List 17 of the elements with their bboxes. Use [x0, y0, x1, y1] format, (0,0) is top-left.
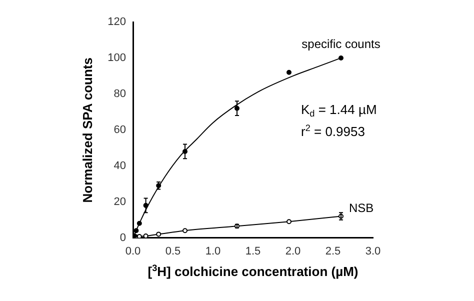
x-tick-label: 2.5	[325, 245, 341, 258]
y-tick-label: 100	[108, 52, 126, 64]
y-axis-title: Normalized SPA counts	[80, 58, 95, 203]
y-tick-label: 60	[114, 124, 126, 136]
x-tick-label: 1.0	[205, 245, 221, 258]
y-tick-label: 0	[120, 232, 126, 244]
series-label: specific counts	[302, 36, 380, 51]
series-label: NSB	[349, 201, 374, 216]
x-tick-label: 0.0	[125, 245, 141, 258]
x-tick-label: 1.5	[245, 245, 261, 258]
x-tick-label: 2.0	[285, 245, 301, 258]
y-tick-label: 80	[114, 88, 126, 100]
y-tick-label: 40	[114, 160, 126, 172]
x-tick-label: 3.0	[365, 245, 381, 258]
x-tick-label: 0.5	[165, 245, 181, 258]
y-tick-label: 120	[108, 16, 126, 28]
y-tick-label: 20	[114, 196, 126, 208]
